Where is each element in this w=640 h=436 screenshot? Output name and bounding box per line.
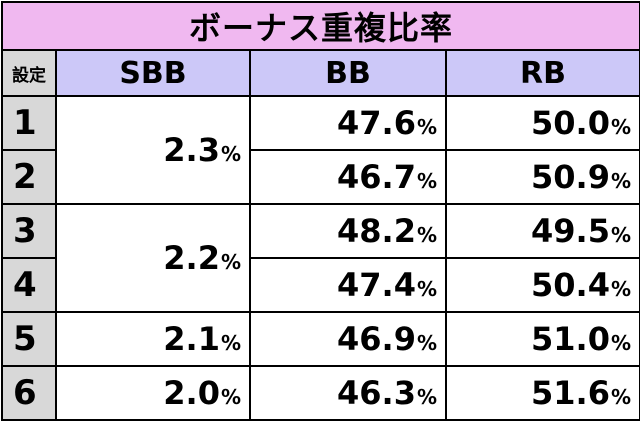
rb-cell: 51.0% bbox=[444, 311, 640, 367]
percent-sign: % bbox=[220, 385, 241, 409]
rb-value: 51.0 bbox=[531, 320, 610, 358]
bb-value: 48.2 bbox=[337, 212, 416, 250]
percent-sign: % bbox=[220, 331, 241, 355]
percent-sign: % bbox=[416, 277, 437, 301]
setting-cell: 2 bbox=[1, 149, 57, 205]
table-row: 5 2.1% 46.9% 51.0% bbox=[1, 311, 640, 367]
percent-sign: % bbox=[610, 169, 632, 193]
header-setting: 設定 bbox=[1, 49, 57, 97]
rb-value: 50.0 bbox=[531, 104, 610, 142]
setting-cell: 5 bbox=[1, 311, 57, 367]
title-row: ボーナス重複比率 bbox=[0, 1, 640, 51]
bb-cell: 46.9% bbox=[249, 311, 447, 367]
percent-sign: % bbox=[220, 142, 241, 166]
table-row: 3 2.2% 48.2% 49.5% bbox=[1, 203, 640, 313]
bb-cell: 47.4% bbox=[249, 257, 447, 313]
header-sbb: SBB bbox=[55, 49, 251, 97]
setting-cell: 3 bbox=[1, 203, 57, 259]
sbb-cell: 2.2% bbox=[55, 203, 251, 313]
rb-value: 49.5 bbox=[531, 212, 610, 250]
sbb-cell: 2.1% bbox=[55, 311, 251, 367]
sbb-cell: 2.3% bbox=[55, 95, 251, 205]
bb-value: 47.6 bbox=[337, 104, 416, 142]
table-title: ボーナス重複比率 bbox=[0, 1, 640, 51]
table-row: 4 47.4% 50.4% bbox=[1, 257, 640, 313]
percent-sign: % bbox=[610, 331, 632, 355]
bb-cell: 48.2% bbox=[249, 203, 447, 259]
percent-sign: % bbox=[610, 223, 632, 247]
percent-sign: % bbox=[610, 385, 632, 409]
bb-value: 46.3 bbox=[337, 374, 416, 412]
percent-sign: % bbox=[416, 223, 437, 247]
bb-cell: 47.6% bbox=[249, 95, 447, 151]
sbb-value: 2.3 bbox=[163, 131, 220, 169]
rb-cell: 51.6% bbox=[444, 365, 640, 421]
bb-cell: 46.3% bbox=[249, 365, 447, 421]
percent-sign: % bbox=[610, 277, 632, 301]
header-rb: RB bbox=[444, 49, 640, 97]
setting-cell: 4 bbox=[1, 257, 57, 313]
rb-cell: 49.5% bbox=[444, 203, 640, 259]
percent-sign: % bbox=[610, 115, 632, 139]
table-row: 1 2.3% 47.6% 50.0% bbox=[1, 95, 640, 205]
percent-sign: % bbox=[416, 331, 437, 355]
rb-value: 50.9 bbox=[531, 158, 610, 196]
rb-cell: 50.0% bbox=[444, 95, 640, 151]
rb-cell: 50.4% bbox=[444, 257, 640, 313]
percent-sign: % bbox=[416, 385, 437, 409]
setting-cell: 6 bbox=[1, 365, 57, 421]
percent-sign: % bbox=[416, 115, 437, 139]
table-row: 2 46.7% 50.9% bbox=[1, 149, 640, 205]
header-bb: BB bbox=[249, 49, 447, 97]
rb-cell: 50.9% bbox=[444, 149, 640, 205]
sbb-cell: 2.0% bbox=[55, 365, 251, 421]
rb-value: 50.4 bbox=[531, 266, 610, 304]
rb-value: 51.6 bbox=[531, 374, 610, 412]
sbb-value: 2.1 bbox=[163, 320, 220, 358]
bb-value: 47.4 bbox=[337, 266, 416, 304]
bb-value: 46.7 bbox=[337, 158, 416, 196]
bonus-overlap-table: ボーナス重複比率 設定 SBB BB RB 1 2.3% 47.6% 50.0%… bbox=[0, 1, 640, 421]
header-row: 設定 SBB BB RB bbox=[1, 49, 640, 97]
table-row: 6 2.0% 46.3% 51.6% bbox=[1, 365, 640, 421]
percent-sign: % bbox=[416, 169, 437, 193]
setting-cell: 1 bbox=[1, 95, 57, 151]
percent-sign: % bbox=[220, 250, 241, 274]
bb-value: 46.9 bbox=[337, 320, 416, 358]
sbb-value: 2.2 bbox=[163, 239, 220, 277]
sbb-value: 2.0 bbox=[163, 374, 220, 412]
bb-cell: 46.7% bbox=[249, 149, 447, 205]
